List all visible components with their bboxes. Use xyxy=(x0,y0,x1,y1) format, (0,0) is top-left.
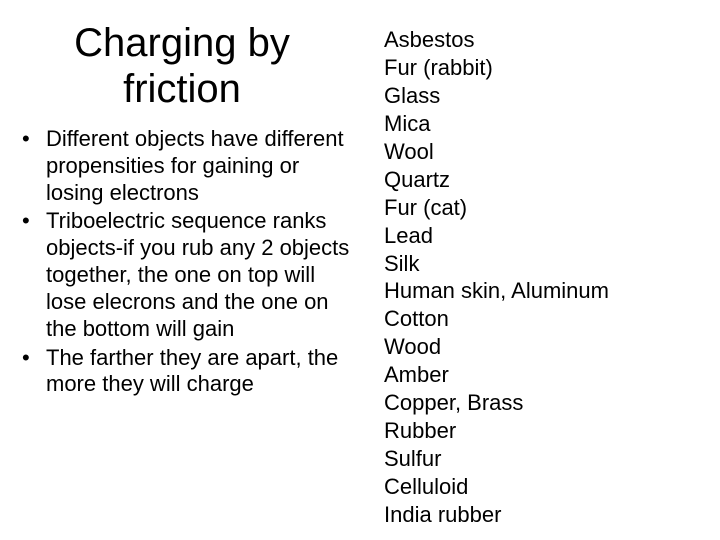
material-item: Mica xyxy=(384,110,710,138)
material-item: Quartz xyxy=(384,166,710,194)
material-item: Lead xyxy=(384,222,710,250)
material-item: Fur (cat) xyxy=(384,194,710,222)
left-column: Charging by friction Different objects h… xyxy=(10,20,374,520)
material-item: India rubber xyxy=(384,501,710,529)
material-item: Copper, Brass xyxy=(384,389,710,417)
material-item: Amber xyxy=(384,361,710,389)
material-item: Human skin, Aluminum xyxy=(384,277,710,305)
bullet-list: Different objects have different propens… xyxy=(10,126,354,398)
triboelectric-list: Asbestos Fur (rabbit) Glass Mica Wool Qu… xyxy=(384,26,710,529)
material-item: Rubber xyxy=(384,417,710,445)
right-column: Asbestos Fur (rabbit) Glass Mica Wool Qu… xyxy=(374,20,710,520)
material-item: Celluloid xyxy=(384,473,710,501)
material-item: Silk xyxy=(384,250,710,278)
bullet-item: Different objects have different propens… xyxy=(22,126,354,206)
material-item: Wood xyxy=(384,333,710,361)
bullet-item: The farther they are apart, the more the… xyxy=(22,345,354,399)
material-item: Cotton xyxy=(384,305,710,333)
material-item: Sulfur xyxy=(384,445,710,473)
material-item: Glass xyxy=(384,82,710,110)
material-item: Asbestos xyxy=(384,26,710,54)
material-item: Fur (rabbit) xyxy=(384,54,710,82)
material-item: Wool xyxy=(384,138,710,166)
slide-title: Charging by friction xyxy=(10,20,354,112)
bullet-item: Triboelectric sequence ranks objects-if … xyxy=(22,208,354,342)
